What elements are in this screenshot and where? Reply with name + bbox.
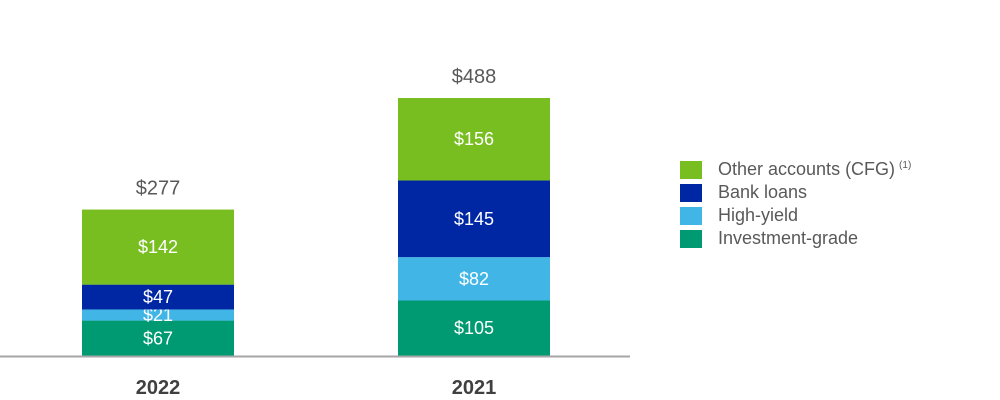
legend-item-high-yield: High-yield (680, 204, 911, 227)
legend-swatch-investment-grade (680, 229, 702, 248)
bar-segment-investment-grade-2021 (398, 300, 550, 356)
chart-legend: Other accounts (CFG) (1) Bank loans High-… (680, 158, 911, 250)
bar-segment-other-accounts-cfg-2021 (398, 98, 550, 181)
bar-segment-high-yield-2021 (398, 257, 550, 301)
data-label-other-accounts-cfg-2022: $142 (138, 237, 178, 257)
data-label-bank-loans-2022: $47 (143, 287, 173, 307)
total-label-2022: $277 (136, 178, 181, 200)
bar-segment-bank-loans-2021 (398, 180, 550, 258)
bar-segment-high-yield-2022 (82, 309, 234, 321)
total-label-2021: $488 (452, 66, 497, 88)
legend-swatch-high-yield (680, 206, 702, 225)
data-label-bank-loans-2021: $145 (454, 209, 494, 229)
legend-item-bank-loans: Bank loans (680, 181, 911, 204)
legend-label-high-yield: High-yield (718, 205, 799, 225)
legend-swatch-bank-loans (680, 183, 702, 202)
x-tick-label-2021: 2021 (452, 377, 497, 399)
legend-item-investment-grade: Investment-grade (680, 227, 911, 250)
data-label-investment-grade-2022: $67 (143, 328, 173, 348)
data-label-high-yield-2021: $82 (459, 269, 489, 289)
legend-footnote-marker: (1) (899, 160, 912, 171)
legend-label-other-accounts: Other accounts (CFG) (1) (718, 159, 912, 179)
bar-segment-other-accounts-cfg-2022 (82, 209, 234, 285)
data-label-high-yield-2022: $21 (143, 305, 173, 325)
bar-segment-bank-loans-2022 (82, 284, 234, 310)
x-tick-label-2022: 2022 (136, 377, 181, 399)
data-label-other-accounts-cfg-2021: $156 (454, 129, 494, 149)
legend-label-investment-grade: Investment-grade (718, 228, 859, 248)
legend-label-bank-loans: Bank loans (718, 182, 808, 202)
legend-swatch-other-accounts (680, 160, 702, 179)
legend-item-other-accounts: Other accounts (CFG) (1) (680, 158, 911, 181)
data-label-investment-grade-2021: $105 (454, 318, 494, 338)
bar-segment-investment-grade-2022 (82, 320, 234, 356)
